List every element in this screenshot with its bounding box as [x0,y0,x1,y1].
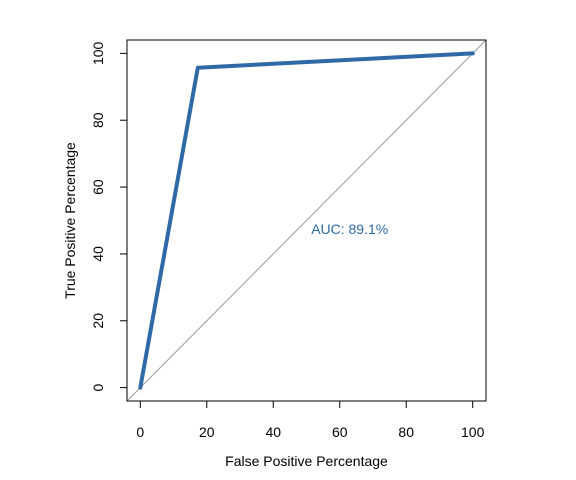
roc-curve [138,51,475,390]
x-tick-label: 60 [332,424,348,440]
y-tick-label: 20 [90,313,106,329]
x-axis-label: False Positive Percentage [225,453,388,469]
y-tick-label: 60 [90,179,106,195]
x-tick-label: 80 [398,424,414,440]
x-tick-label: 100 [461,424,485,440]
auc-annotation: AUC: 89.1% [311,221,388,237]
x-tick-label: 20 [199,424,215,440]
y-axis-label: True Positive Percentage [62,142,78,299]
y-tick-label: 0 [90,384,106,392]
plot-frame [126,39,487,402]
x-tick-label: 40 [265,424,281,440]
y-tick-label: 100 [90,41,106,65]
y-tick-label: 40 [90,246,106,262]
reference-diagonal [126,39,487,402]
x-tick-label: 0 [136,424,144,440]
x-axis: 0 20 40 60 80 100 [136,401,485,440]
y-tick-label: 80 [90,112,106,128]
y-axis: 0 20 40 60 80 100 [90,41,127,392]
